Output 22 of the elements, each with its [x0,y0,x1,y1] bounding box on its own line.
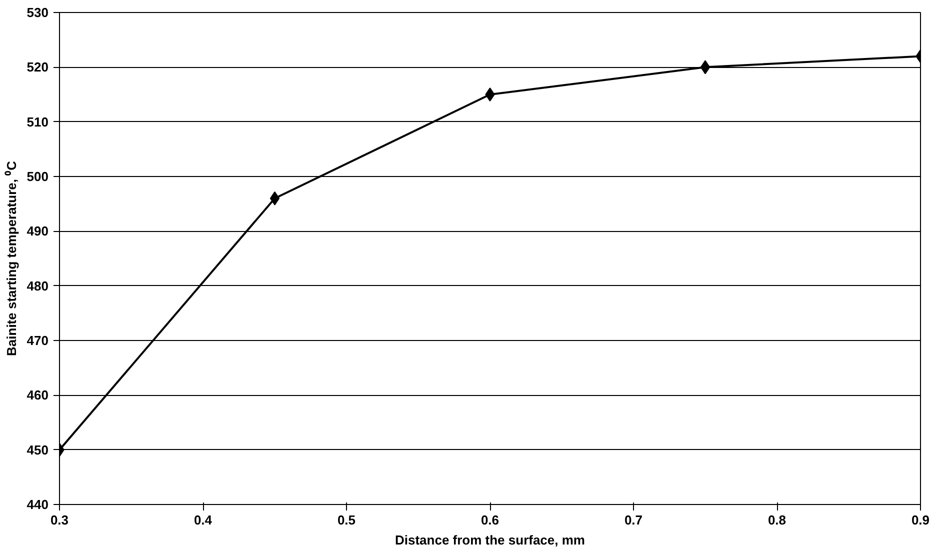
y-tick-label: 490 [26,224,49,239]
x-axis-title: Distance from the surface, mm [395,532,586,548]
point [700,60,710,74]
point [270,191,280,206]
x-tick-label: 0.7 [624,512,643,528]
y-tick-label: 500 [26,169,49,184]
y-tick-label: 510 [26,114,49,130]
x-tick-label: 0.9 [911,512,930,528]
y-tick-label: 470 [26,333,49,348]
x-tick-label: 0.5 [337,512,356,528]
y-tick-label: 520 [26,60,49,75]
x-tick-label: 0.6 [480,512,500,528]
point [485,88,495,102]
x-tick-label: 0.3 [50,512,69,528]
y-tick-label: 480 [26,278,49,294]
x-tick-label: 0.4 [194,512,213,528]
y-tick-label: 450 [26,442,49,458]
y-tick-label: 460 [26,388,49,403]
y-axis-title: Bainite starting temperature, ⁰C [4,160,19,356]
y-tick-label: 440 [26,497,49,512]
x-tick-label: 0.8 [768,512,786,528]
y-tick-label: 530 [26,5,49,20]
